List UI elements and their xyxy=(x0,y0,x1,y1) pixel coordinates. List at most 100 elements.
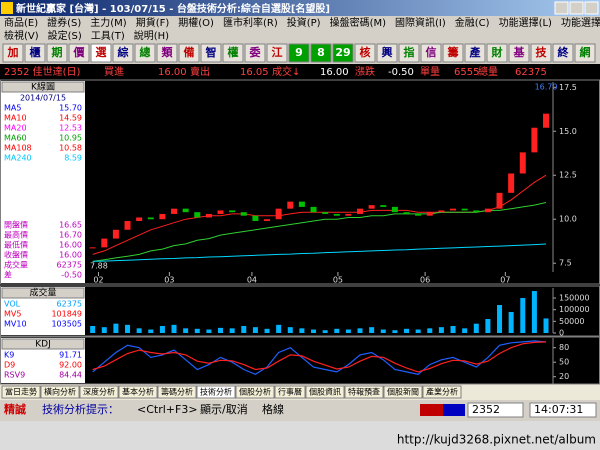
menu-item[interactable]: 期權(O) xyxy=(178,16,214,29)
toolbar-button[interactable] xyxy=(134,43,156,63)
candle xyxy=(240,212,247,216)
candle xyxy=(415,213,422,216)
footer xyxy=(0,421,600,450)
tab[interactable] xyxy=(422,385,462,399)
candle xyxy=(275,208,282,220)
toolbar-button[interactable] xyxy=(420,43,442,63)
toolbar-button[interactable] xyxy=(46,43,68,63)
tab[interactable] xyxy=(274,385,306,399)
toolbar-button[interactable] xyxy=(354,43,376,63)
toolbar-button[interactable] xyxy=(244,43,266,63)
menu-item[interactable]: 功能選擇(L) xyxy=(499,16,552,29)
minimize-button[interactable] xyxy=(554,1,569,15)
tab-label: 橫向分析 xyxy=(44,387,76,397)
toolbar-button[interactable] xyxy=(200,43,222,63)
x-tick-label: 03 xyxy=(164,276,174,285)
volume-bar xyxy=(252,327,258,333)
toolbar-button[interactable] xyxy=(332,43,354,63)
menu-item[interactable]: 證券(S) xyxy=(47,16,81,29)
menu-item[interactable]: 主力(M) xyxy=(90,16,127,29)
menu-item[interactable]: 國際資訊(I) xyxy=(395,16,446,29)
volume-bar xyxy=(334,328,340,333)
candle xyxy=(543,113,550,128)
toolbar-label: 基 xyxy=(513,45,526,59)
toolbar-label: 網 xyxy=(580,45,591,59)
toolbar-button[interactable] xyxy=(310,43,332,63)
candle xyxy=(403,212,410,214)
toolbar-button[interactable] xyxy=(178,43,200,63)
candle xyxy=(519,152,526,174)
candle xyxy=(264,219,271,221)
toolbar-button[interactable] xyxy=(574,43,596,63)
toolbar-button[interactable] xyxy=(530,43,552,63)
legend-label: MA10 xyxy=(4,114,27,123)
close-button[interactable] xyxy=(584,1,599,15)
toolbar-label: 委 xyxy=(249,45,262,59)
menu-item[interactable]: 工具(T) xyxy=(91,30,125,42)
volume-bar xyxy=(404,328,410,333)
toolbar-button[interactable] xyxy=(486,43,508,63)
candle xyxy=(147,217,154,220)
candle xyxy=(531,127,538,153)
toolbar-button[interactable] xyxy=(376,43,398,63)
hint-action: 顯示/取消 xyxy=(200,402,248,416)
y-tick-label: 80 xyxy=(559,343,569,352)
tab[interactable] xyxy=(344,385,384,399)
volume-bar xyxy=(380,329,386,333)
tab[interactable] xyxy=(157,385,197,399)
tab[interactable] xyxy=(1,385,41,399)
menu-item[interactable]: 操盤密碼(M) xyxy=(330,16,387,29)
toolbar-label: 信 xyxy=(426,45,437,59)
code-box[interactable] xyxy=(467,402,524,418)
tab[interactable] xyxy=(305,385,345,399)
menu-item[interactable]: 設定(S) xyxy=(48,29,82,42)
menu-item[interactable]: 金融(C) xyxy=(455,16,490,29)
toolbar-button[interactable] xyxy=(464,43,486,63)
candle xyxy=(473,210,480,213)
candle xyxy=(333,213,340,216)
volume-bar xyxy=(159,326,165,333)
panel-date: 2014/07/15 xyxy=(20,94,66,103)
menu-item[interactable]: 投資(P) xyxy=(287,16,321,29)
candle xyxy=(484,208,491,213)
toolbar-button[interactable] xyxy=(552,43,574,63)
toolbar-button[interactable] xyxy=(68,43,90,63)
ohlc-value: 16.65 xyxy=(59,221,82,230)
menu-item[interactable]: 期貨(F) xyxy=(136,16,170,29)
y-tick-label: 12.5 xyxy=(559,171,577,180)
app-icon xyxy=(1,2,13,14)
menu-item[interactable]: 檢視(V) xyxy=(4,29,39,42)
toolbar-button[interactable] xyxy=(266,43,288,63)
tab[interactable] xyxy=(40,385,80,399)
legend-label: K9 xyxy=(4,351,14,360)
menu-item[interactable]: 說明(H) xyxy=(134,29,169,42)
legend-value: 103505 xyxy=(51,320,82,329)
moving-average-line xyxy=(92,243,547,262)
menu-item[interactable]: 匯市利率(R) xyxy=(223,16,278,29)
toolbar-button[interactable] xyxy=(222,43,244,63)
volume-bar xyxy=(311,329,317,333)
menu-item[interactable]: 商品(E) xyxy=(4,16,38,29)
maximize-button[interactable] xyxy=(569,1,584,15)
menu-item[interactable]: 功能選擇(L) xyxy=(561,16,600,29)
toolbar-button[interactable] xyxy=(24,43,46,63)
tab[interactable] xyxy=(383,385,423,399)
tab[interactable] xyxy=(118,385,158,399)
tab[interactable] xyxy=(79,385,119,399)
toolbar-button[interactable] xyxy=(508,43,530,63)
volume-bar xyxy=(473,323,479,333)
toolbar-button[interactable] xyxy=(2,43,24,63)
toolbar-label: 江 xyxy=(272,45,283,59)
tab[interactable] xyxy=(235,385,275,399)
volume-bar xyxy=(276,324,282,333)
toolbar-button[interactable] xyxy=(288,43,310,63)
toolbar-button[interactable] xyxy=(90,43,112,63)
toolbar-button[interactable] xyxy=(112,43,134,63)
volume-bar xyxy=(543,318,549,333)
toolbar-label: 權 xyxy=(228,45,239,59)
tab[interactable] xyxy=(196,385,236,399)
toolbar-label: 選 xyxy=(96,46,107,59)
toolbar-button[interactable] xyxy=(156,43,178,63)
toolbar-button[interactable] xyxy=(398,43,420,63)
toolbar-button[interactable] xyxy=(442,43,464,63)
